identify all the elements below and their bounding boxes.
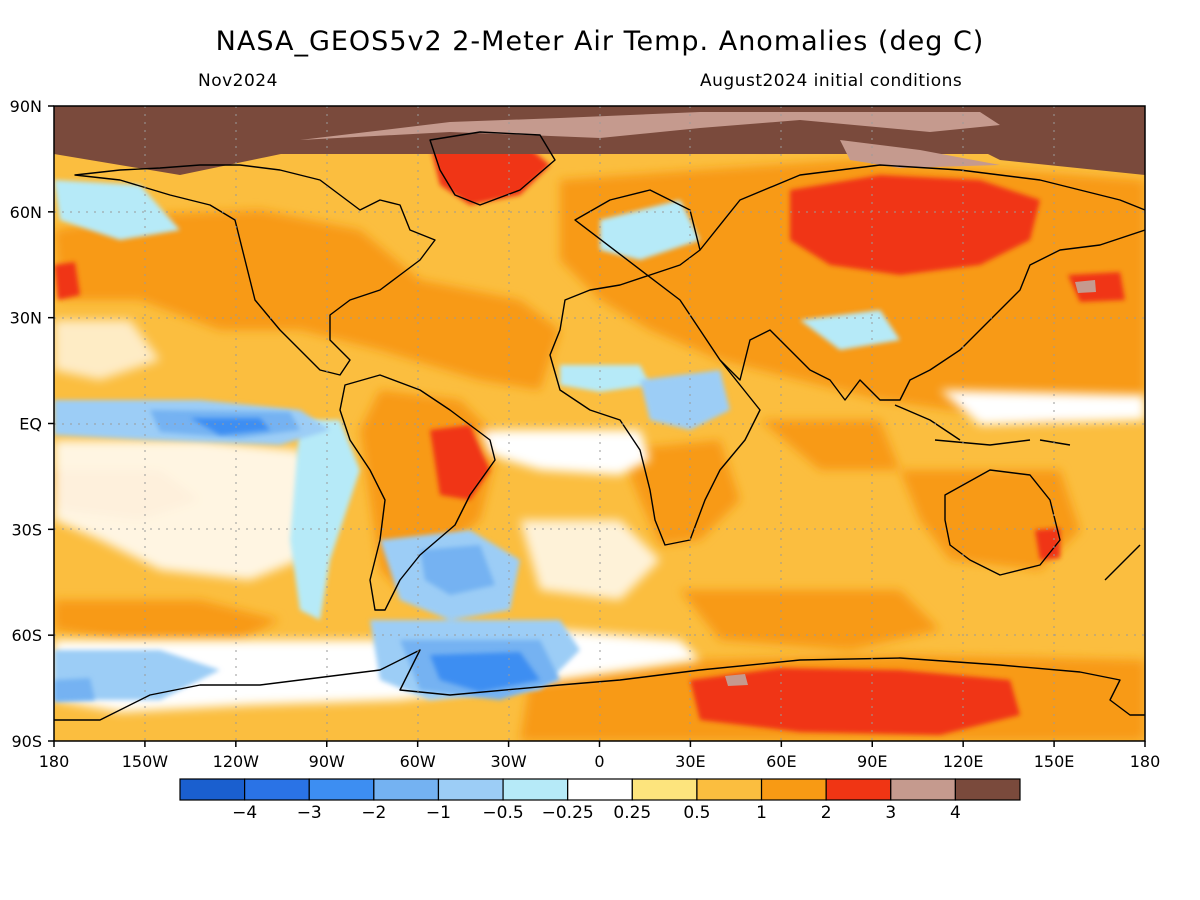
colorbar-label: −4 [232,803,257,823]
lon-label: 120E [943,752,984,771]
colorbar-swatch [890,778,956,801]
lon-label: 30W [490,752,526,771]
lon-label: 60E [766,752,796,771]
map-title: NASA_GEOS5v2 2-Meter Air Temp. Anomalies… [215,26,985,57]
colorbar-label: 3 [885,803,896,823]
lat-label: 90S [11,732,42,751]
lat-label: 60S [11,626,42,645]
lon-label: 180 [39,752,70,771]
forecast-period: Nov2024 [198,71,278,91]
lat-label: EQ [19,415,42,434]
lon-label: 180 [1130,752,1161,771]
colorbar-swatch [502,778,569,801]
colorbar-label: 0.5 [683,803,710,823]
colorbar-swatch [308,778,375,801]
colorbar-swatch [179,778,246,801]
colorbar-label: 0.25 [613,803,651,823]
colorbar-swatch [954,778,1021,801]
lon-label: 0 [594,752,604,771]
colorbar-swatch [696,778,763,801]
coastlines [54,131,1145,721]
colorbar-label: 4 [950,803,961,823]
colorbar-swatch [244,778,310,801]
colorbar-swatch [631,778,698,801]
grid-lines [54,106,1145,741]
lat-label: 60N [10,203,42,222]
colorbar-label: 1 [756,803,767,823]
lon-label: 150W [122,752,169,771]
lon-label: 90W [309,752,345,771]
colorbar-swatch [825,778,892,801]
colorbar-label: −2 [361,803,386,823]
colorbar-swatch [373,778,440,801]
colorbar-swatch [437,778,504,801]
lat-label: 30S [11,520,42,539]
lon-label: 90E [857,752,887,771]
lat-label: 90N [10,97,42,116]
colorbar-labels: −4 −3 −2 −1 −0.5 −0.25 0.25 0.5 1 2 3 4 [232,803,961,823]
lon-label: 60W [400,752,436,771]
colorbar-swatch [567,778,633,801]
initial-conditions: August2024 initial conditions [700,71,963,91]
lon-label: 120W [213,752,260,771]
colorbar-swatch [760,778,827,801]
latitude-labels: 90N 60N 30N EQ 30S 60S 90S [10,97,54,751]
colorbar [179,778,1021,801]
colorbar-label: −0.25 [542,803,594,823]
lon-label: 30E [675,752,705,771]
map-field [54,106,1145,741]
lat-label: 30N [10,309,42,328]
colorbar-label: 2 [821,803,832,823]
colorbar-label: −1 [426,803,451,823]
colorbar-label: −3 [297,803,322,823]
longitude-labels: 180 150W 120W 90W 60W 30W 0 30E 60E 90E 120E 150E 18… [39,741,1161,771]
colorbar-label: −0.5 [482,803,523,823]
lon-label: 150E [1034,752,1075,771]
